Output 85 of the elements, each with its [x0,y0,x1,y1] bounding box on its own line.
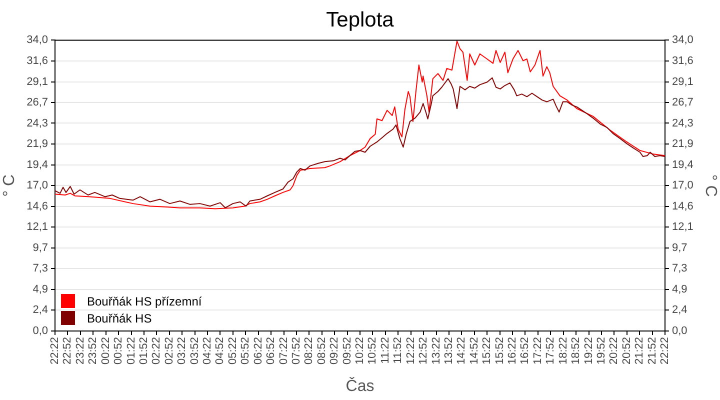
x-tick-label: 19:22 [582,337,595,365]
x-tick-label: 07:22 [278,337,290,365]
x-tick-label: 23:22 [74,337,86,365]
x-tick-label: 10:22 [354,337,366,365]
y-tick-label: 17,0 [26,180,48,192]
x-tick-label: 01:22 [125,337,138,365]
y-tick-label: 21,9 [26,138,48,150]
y2-tick-label: 19,4 [672,158,694,171]
x-tick-label: 19:52 [595,337,608,365]
x-tick-label: 15:52 [494,337,506,365]
y2-tick-label: 2,4 [672,304,688,316]
y2-tick-label: 0,0 [672,325,688,338]
x-tick-label: 14:52 [468,337,480,365]
x-tick-label: 10:52 [366,337,379,365]
x-tick-label: 13:22 [430,337,442,365]
y2-tick-label: 9,7 [672,242,688,254]
x-tick-label: 17:22 [532,337,544,365]
y-tick-label: 4,9 [32,283,48,296]
x-tick-label: 05:52 [240,337,252,365]
y2-tick-label: 24,3 [672,117,694,130]
x-tick-label: 08:22 [303,337,316,365]
x-tick-label: 01:52 [138,337,150,365]
y-tick-label: 31,6 [26,55,48,68]
y2-tick-label: 14,6 [672,200,694,212]
legend-label: Bouřňák HS přízemní [87,294,202,308]
x-tick-label: 04:22 [202,337,214,365]
x-tick-label: 17:52 [544,337,557,365]
x-tick-label: 21:52 [646,337,658,365]
x-tick-label: 05:22 [226,337,239,365]
chart-title: Teplota [326,8,394,32]
x-axis-title: Čas [346,376,374,395]
y-tick-label: 24,3 [26,117,48,130]
x-tick-label: 00:22 [100,337,112,365]
y2-tick-label: 29,1 [672,76,694,88]
x-tick-label: 13:52 [442,337,455,365]
x-tick-label: 18:22 [557,337,570,365]
y-tick-label: 2,4 [32,304,48,316]
x-tick-label: 03:22 [176,337,188,365]
x-tick-label: 04:52 [214,337,226,365]
y2-tick-label: 7,3 [672,262,688,275]
x-tick-label: 08:52 [316,337,328,365]
x-tick-label: 00:52 [112,337,125,365]
y-tick-label: 19,4 [26,158,48,171]
x-tick-label: 02:52 [163,337,176,365]
y2-tick-label: 4,9 [672,283,688,296]
y-tick-label: 26,7 [26,96,48,109]
x-tick-label: 21:22 [634,337,646,365]
y-tick-label: 14,6 [26,200,48,212]
x-tick-label: 16:22 [506,337,519,365]
x-tick-label: 18:52 [570,337,582,365]
x-tick-label: 22:22 [49,337,62,365]
y2-tick-label: 31,6 [672,55,694,68]
x-tick-label: 09:22 [328,337,341,365]
x-tick-label: 22:52 [62,337,74,365]
x-tick-label: 23:52 [87,337,100,365]
x-tick-label: 03:52 [188,337,201,365]
x-tick-label: 20:52 [620,337,633,365]
x-tick-label: 20:22 [608,337,620,365]
y-tick-label: 9,7 [32,242,48,254]
y-tick-label: 12,1 [26,221,48,234]
x-tick-label: 12:52 [418,337,430,365]
y-tick-label: 7,3 [32,262,48,275]
x-tick-label: 15:22 [481,337,494,365]
x-tick-label: 11:22 [379,337,392,364]
y2-axis-title: ° C [702,174,719,197]
x-tick-label: 06:52 [265,337,278,365]
y2-tick-label: 17,0 [672,180,694,192]
y-tick-label: 34,0 [26,34,48,46]
x-tick-label: 02:22 [150,337,163,365]
y-tick-label: 29,1 [26,76,48,88]
y2-tick-label: 34,0 [672,34,694,46]
x-tick-label: 06:22 [252,337,264,365]
x-tick-label: 14:22 [456,337,468,365]
y2-tick-label: 12,1 [672,221,694,234]
legend-label: Bouřňák HS [87,311,152,326]
x-tick-label: 07:52 [290,337,302,365]
y2-tick-label: 26,7 [672,96,694,109]
y-axis-title: ° C [1,174,18,197]
x-tick-label: 12:22 [404,337,417,365]
y-tick-label: 0,0 [32,325,48,338]
x-tick-label: 09:52 [341,337,354,365]
y2-tick-label: 21,9 [672,138,694,150]
x-tick-label: 22:22 [659,337,672,365]
x-tick-label: 11:52 [392,337,404,364]
x-tick-label: 16:52 [519,337,532,365]
